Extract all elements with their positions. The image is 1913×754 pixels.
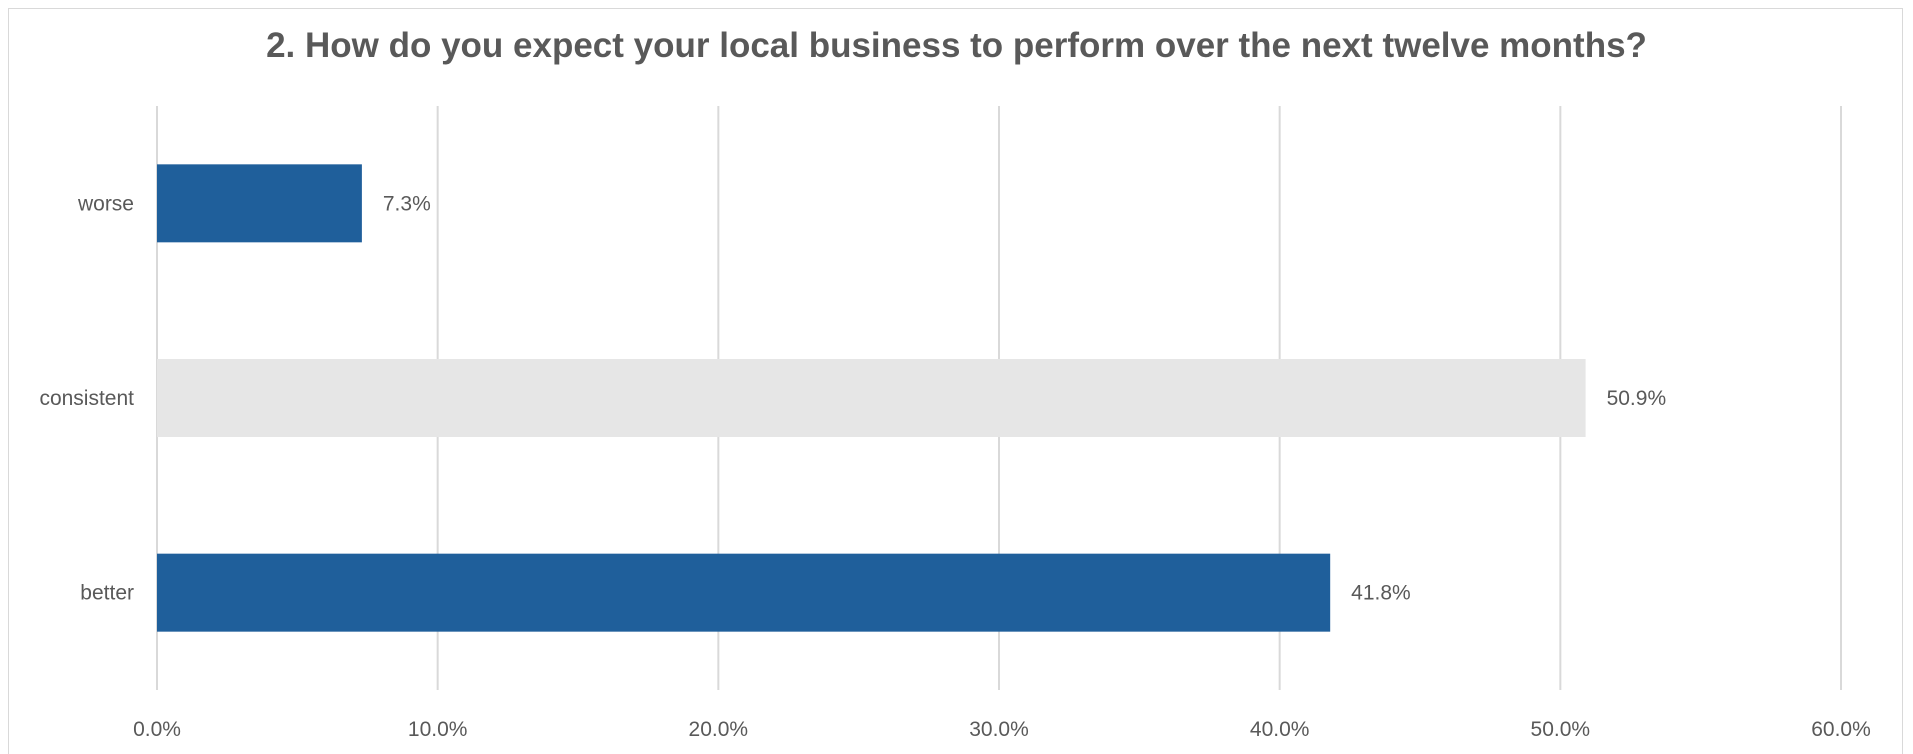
x-tick-label: 0.0% [133,718,181,741]
category-label: worse [77,192,134,215]
x-tick-label: 10.0% [408,718,468,741]
category-label: consistent [39,387,134,410]
x-tick-label: 50.0% [1531,718,1591,741]
x-tick-label: 60.0% [1811,718,1871,741]
data-label: 50.9% [1607,387,1667,410]
data-label: 7.3% [383,192,431,215]
x-tick-label: 40.0% [1250,718,1310,741]
x-tick-label: 30.0% [969,718,1029,741]
category-label: better [80,582,134,605]
x-tick-label: 20.0% [689,718,749,741]
bar-consistent [157,359,1586,437]
chart-title: 2. How do you expect your local business… [266,26,1647,65]
data-label: 41.8% [1351,582,1411,605]
bar-worse [157,164,362,243]
bar-better [157,553,1331,632]
